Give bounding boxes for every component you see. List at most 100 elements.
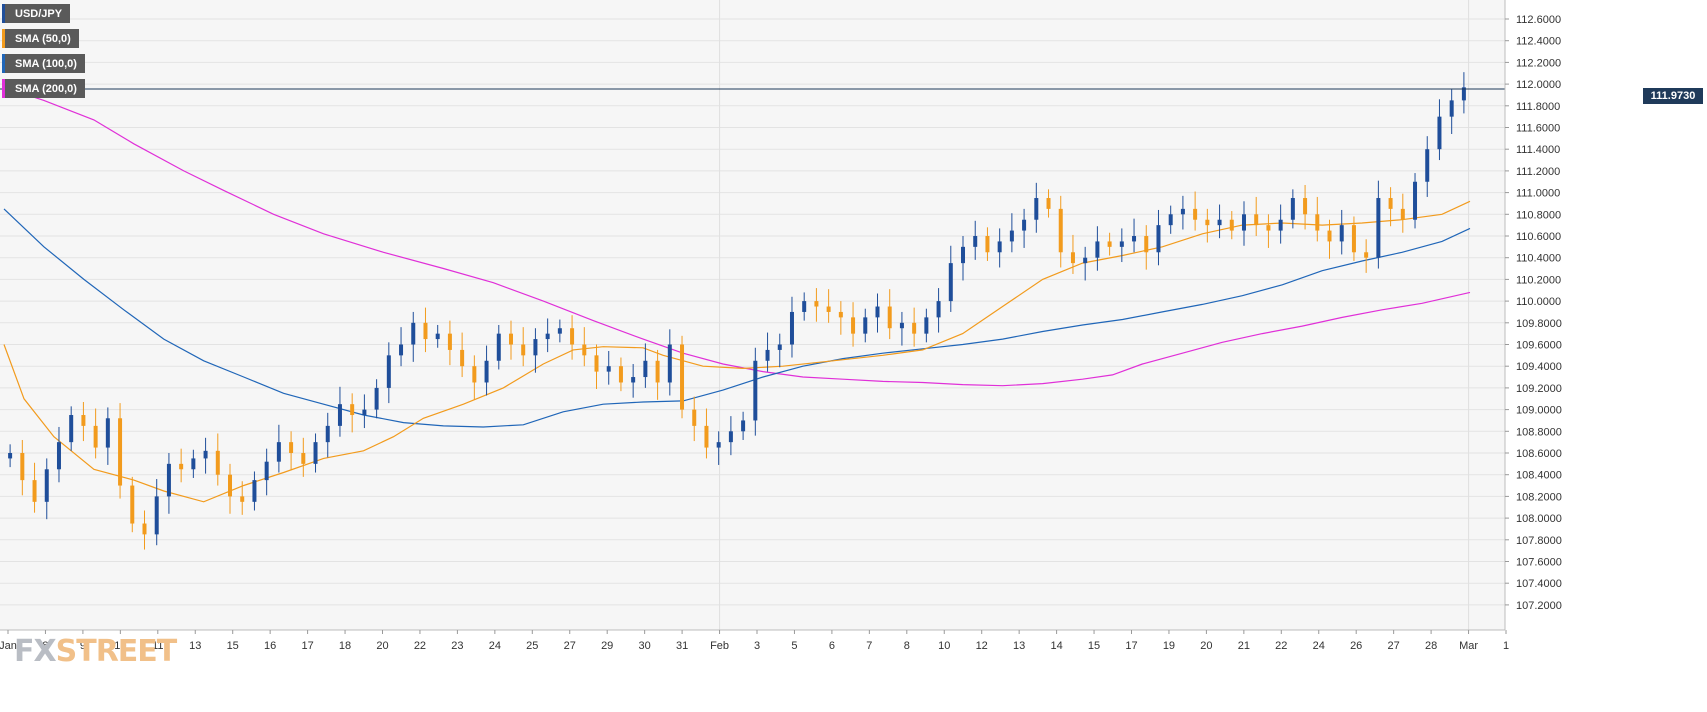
- plot-area: [0, 0, 1505, 630]
- x-tick-label: Feb: [710, 640, 729, 652]
- candle-body: [1095, 241, 1100, 258]
- candle-body: [948, 263, 953, 302]
- legend-item-sma100[interactable]: SMA (100,0): [2, 54, 85, 73]
- candle-body: [289, 442, 294, 453]
- candle-body: [753, 360, 758, 421]
- candle-body: [313, 442, 318, 464]
- x-tick-label: 20: [376, 640, 388, 652]
- y-tick-label: 112.2000: [1516, 57, 1561, 69]
- candle-body: [1229, 219, 1234, 231]
- candlestick-series: [8, 72, 1466, 550]
- x-tick-label: 6: [829, 640, 835, 652]
- vertical-grid-lines: [719, 0, 1470, 630]
- candle-body: [154, 496, 159, 535]
- candle-body: [1303, 198, 1308, 215]
- sma-100-line: [3, 208, 1471, 428]
- candle-body: [655, 360, 660, 383]
- x-tick-label: 15: [1088, 640, 1100, 652]
- candle-body: [179, 463, 184, 470]
- candle-body: [252, 480, 257, 502]
- legend-item-sma50[interactable]: SMA (50,0): [2, 29, 79, 48]
- y-tick-label: 110.2000: [1516, 274, 1561, 286]
- candle-body: [508, 333, 513, 345]
- x-tick-label: 13: [189, 640, 201, 652]
- x-tick-label: 24: [1313, 640, 1325, 652]
- x-tick-label: 10: [114, 640, 126, 652]
- candle-body: [1364, 252, 1369, 258]
- candle-body: [1132, 236, 1137, 242]
- candle-body: [472, 366, 477, 383]
- x-tick-label: 16: [264, 640, 276, 652]
- candle-body: [1034, 198, 1039, 220]
- x-tick-label: 8: [904, 640, 910, 652]
- x-tick-label: 27: [1388, 640, 1400, 652]
- candle-body: [399, 344, 404, 356]
- candle-body: [924, 317, 929, 334]
- candle-body: [545, 333, 550, 340]
- candle-body: [81, 415, 86, 426]
- sma-path: [3, 208, 1471, 428]
- x-tick-label: 22: [414, 640, 426, 652]
- candle-body: [325, 425, 330, 443]
- current-price-label: 111.9730: [1643, 88, 1703, 104]
- candle-body: [582, 344, 587, 356]
- y-tick-label: 109.2000: [1516, 383, 1562, 395]
- candle-body: [118, 418, 123, 486]
- x-tick-label: 14: [1050, 640, 1062, 652]
- candle-body: [240, 496, 245, 502]
- x-tick-label: 3: [754, 640, 760, 652]
- candle-body: [215, 450, 220, 475]
- candle-body: [667, 344, 672, 383]
- x-tick-label: 17: [301, 640, 313, 652]
- candle-body: [1070, 252, 1075, 264]
- candle-body: [32, 480, 37, 502]
- x-tick-label: 24: [489, 640, 501, 652]
- candle-body: [460, 349, 465, 367]
- legend-label: SMA (200,0): [15, 82, 77, 95]
- candle-body: [777, 344, 782, 350]
- candle-body: [997, 241, 1002, 253]
- y-tick-label: 108.4000: [1516, 470, 1562, 482]
- candle-body: [1046, 198, 1051, 209]
- candle-body: [631, 377, 636, 383]
- x-tick-label: 30: [639, 640, 651, 652]
- candle-body: [1254, 214, 1259, 226]
- y-tick-label: 108.2000: [1516, 491, 1562, 503]
- candle-body: [1083, 257, 1088, 264]
- candle-body: [130, 485, 135, 524]
- candle-body: [93, 425, 98, 448]
- candle-body: [142, 523, 147, 535]
- candle-body: [1241, 214, 1246, 231]
- candle-body: [1266, 225, 1271, 231]
- legend-item-usdjpy[interactable]: USD/JPY: [2, 4, 71, 23]
- candle-body: [570, 328, 575, 345]
- y-tick-label: 107.2000: [1516, 600, 1562, 612]
- candle-body: [105, 418, 110, 448]
- candle-body: [374, 387, 379, 410]
- candle-body: [728, 431, 733, 443]
- y-tick-label: 111.4000: [1516, 144, 1560, 156]
- x-tick-label: 17: [1125, 640, 1137, 652]
- candle-body: [899, 322, 904, 329]
- candle-body: [851, 317, 856, 334]
- candle-body: [203, 450, 208, 459]
- candle-body: [1437, 116, 1442, 150]
- y-tick-label: 109.8000: [1516, 318, 1562, 330]
- legend-item-sma200[interactable]: SMA (200,0): [2, 79, 85, 98]
- candle-body: [1290, 198, 1295, 220]
- candle-body: [166, 463, 171, 497]
- x-tick-label: 8: [42, 640, 48, 652]
- x-tick-label: 28: [1425, 640, 1437, 652]
- x-tick-label: Mar: [1459, 640, 1478, 652]
- candle-body: [1388, 198, 1393, 209]
- y-tick-label: 107.6000: [1516, 557, 1562, 569]
- legend-swatch: [2, 4, 5, 23]
- y-tick-label: 112.0000: [1516, 79, 1561, 91]
- x-tick-label: Jan: [0, 640, 17, 652]
- chart-legend: USD/JPY SMA (50,0) SMA (100,0) SMA (200,…: [2, 4, 85, 104]
- candle-body: [1327, 230, 1332, 242]
- y-tick-label: 109.0000: [1516, 405, 1562, 417]
- x-tick-label: 26: [1350, 640, 1362, 652]
- x-tick-label: 23: [451, 640, 463, 652]
